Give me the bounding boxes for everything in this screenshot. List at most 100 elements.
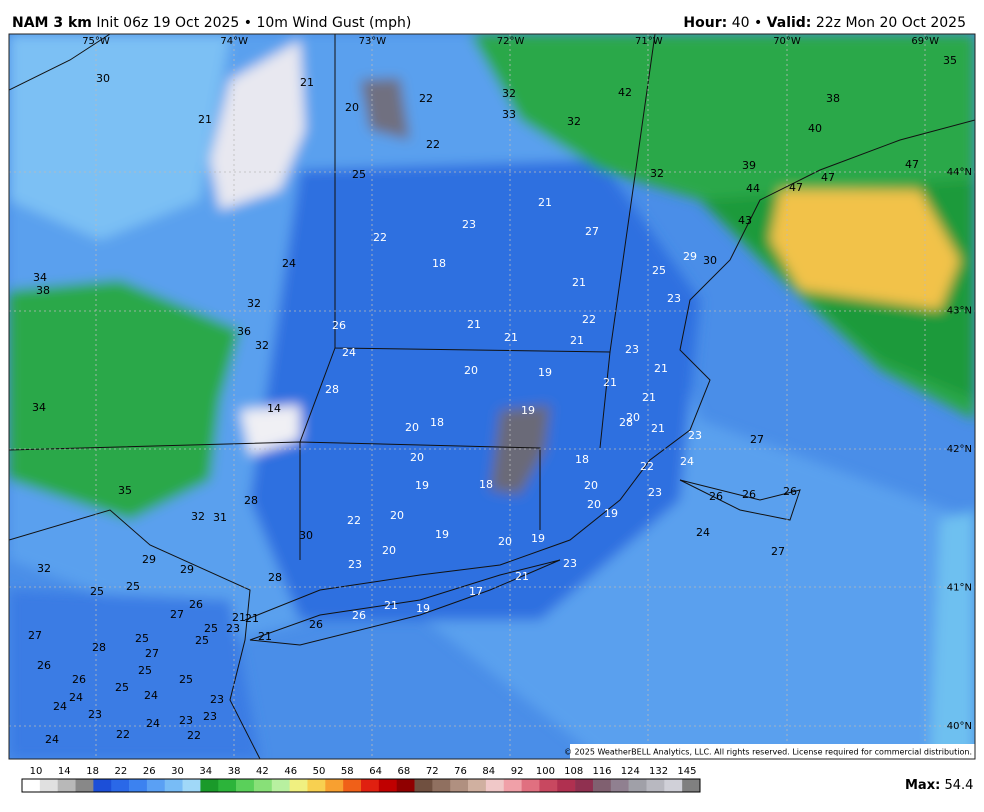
colorbar-swatch (307, 779, 326, 792)
gust-value: 38 (826, 92, 840, 105)
max-label: Max: (905, 778, 940, 793)
gust-value: 36 (237, 325, 251, 338)
gust-value: 18 (430, 416, 444, 429)
gust-value: 23 (348, 558, 362, 571)
gust-value: 21 (232, 611, 246, 624)
gust-value: 25 (179, 673, 193, 686)
gust-value: 23 (226, 622, 240, 635)
colorbar-label: 100 (536, 766, 555, 777)
colorbar-label: 132 (649, 766, 668, 777)
gust-value: 26 (352, 609, 366, 622)
gust-value: 26 (742, 488, 756, 501)
colorbar-swatch (146, 779, 166, 792)
gust-value: 30 (299, 529, 313, 542)
gust-value: 19 (416, 602, 430, 615)
colorbar-label: 30 (171, 766, 184, 777)
colorbar-label: 64 (369, 766, 382, 777)
map-frame (8, 33, 976, 760)
gust-value: 19 (415, 479, 429, 492)
gust-value: 19 (538, 366, 552, 379)
gust-value: 23 (462, 218, 476, 231)
colorbar-swatch (610, 779, 629, 792)
gust-value: 21 (642, 391, 656, 404)
valid-value: 22z Mon 20 Oct 2025 (816, 15, 966, 31)
gust-value: 26 (783, 485, 797, 498)
gust-value: 28 (325, 383, 339, 396)
gust-value: 19 (604, 507, 618, 520)
gust-value: 26 (72, 673, 86, 686)
gust-value: 20 (498, 535, 512, 548)
gust-value: 21 (467, 318, 481, 331)
colorbar-swatch (450, 779, 469, 792)
colorbar-swatch (361, 779, 380, 792)
gust-value: 21 (538, 196, 552, 209)
gust-value: 25 (204, 622, 218, 635)
gust-value: 25 (138, 664, 152, 677)
gust-value: 28 (244, 494, 258, 507)
gust-value: 44 (746, 182, 760, 195)
lat-label: 40°N (947, 721, 972, 732)
gust-value: 20 (587, 498, 601, 511)
gust-value: 29 (142, 553, 156, 566)
gust-value: 23 (563, 557, 577, 570)
colorbar-swatch (343, 779, 362, 792)
gust-value: 20 (405, 421, 419, 434)
colorbar-label: 26 (143, 766, 156, 777)
colorbar-label: 46 (284, 766, 297, 777)
lon-label: 71°W (635, 36, 663, 47)
lat-label: 42°N (947, 444, 972, 455)
colorbar-swatch (468, 779, 487, 792)
colorbar-swatch (289, 779, 308, 792)
lon-label: 73°W (359, 36, 387, 47)
gust-value: 30 (96, 72, 110, 85)
gust-value: 14 (267, 402, 281, 415)
gust-value: 28 (92, 641, 106, 654)
colorbar-swatch (664, 779, 683, 792)
gust-value: 23 (648, 486, 662, 499)
gust-value: 20 (390, 509, 404, 522)
gust-value: 19 (521, 404, 535, 417)
colorbar-label: 92 (511, 766, 524, 777)
gust-value: 21 (515, 570, 529, 583)
gust-value: 21 (384, 599, 398, 612)
valid-label: Valid: (767, 15, 812, 31)
colorbar-label: 50 (313, 766, 326, 777)
gust-value: 29 (180, 563, 194, 576)
gust-value: 17 (469, 585, 483, 598)
colorbar-label: 34 (199, 766, 212, 777)
colorbar-label: 68 (398, 766, 411, 777)
gust-value: 32 (37, 562, 51, 575)
gust-value: 32 (255, 339, 269, 352)
colorbar-swatch (236, 779, 255, 792)
gust-value: 21 (603, 376, 617, 389)
colorbar-label: 14 (58, 766, 71, 777)
colorbar-swatch (414, 779, 433, 792)
gust-value: 47 (789, 181, 803, 194)
colorbar-label: 124 (621, 766, 640, 777)
gust-value: 26 (709, 490, 723, 503)
gust-value: 27 (170, 608, 184, 621)
gust-value: 25 (352, 168, 366, 181)
gust-value: 25 (195, 634, 209, 647)
gust-value: 25 (115, 681, 129, 694)
colorbar-swatch (111, 779, 130, 792)
gust-value: 35 (118, 484, 132, 497)
gust-value: 31 (213, 511, 227, 524)
gust-value: 32 (247, 297, 261, 310)
gust-value: 32 (567, 115, 581, 128)
colorbar-swatch (75, 779, 94, 792)
gust-value: 25 (652, 264, 666, 277)
colorbar-swatch (182, 779, 201, 792)
gust-value: 43 (738, 214, 752, 227)
colorbar-label: 145 (677, 766, 696, 777)
gust-value: 23 (179, 714, 193, 727)
gust-value: 32 (650, 167, 664, 180)
gust-value: 22 (640, 460, 654, 473)
colorbar-swatch (575, 779, 594, 792)
model: NAM 3 km (12, 15, 92, 31)
colorbar-swatch (164, 779, 183, 792)
colorbar-swatch (682, 779, 701, 792)
colorbar-swatch (253, 779, 273, 792)
colorbar-label: 84 (482, 766, 495, 777)
lon-label: 70°W (773, 36, 801, 47)
